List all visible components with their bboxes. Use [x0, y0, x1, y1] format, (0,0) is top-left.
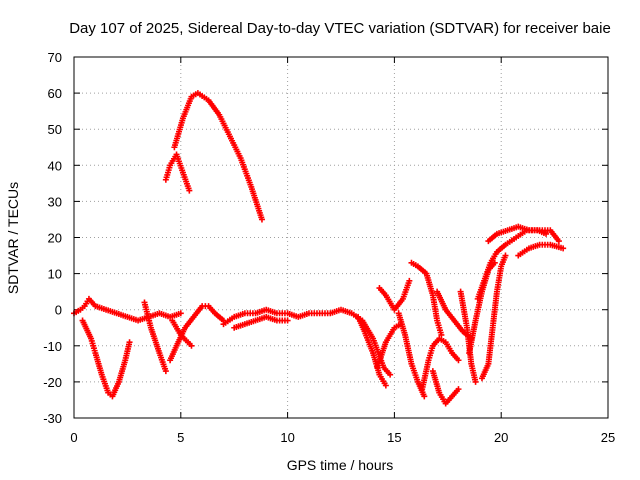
data-point: [188, 342, 195, 349]
data-points: [71, 90, 567, 407]
data-point: [284, 317, 291, 324]
data-point: [406, 277, 413, 284]
data-point: [472, 378, 479, 385]
series-arc-9: [231, 313, 291, 331]
data-point: [502, 252, 509, 259]
series-arc-22: [485, 223, 562, 245]
y-tick-label: -20: [43, 375, 62, 390]
series-arc-23: [515, 241, 567, 259]
y-tick-label: 10: [48, 267, 62, 282]
y-tick-label: 60: [48, 86, 62, 101]
series-arc-20: [478, 252, 509, 382]
data-point: [555, 238, 562, 245]
data-point: [382, 382, 389, 389]
tick-labels: 0 5 10 15 20 25 -30 -20 -10 0 10 20 30 40 50 60 70: [43, 50, 615, 445]
data-point: [162, 368, 169, 375]
x-tick-label: 5: [177, 430, 184, 445]
data-point: [560, 245, 567, 252]
grid: [74, 57, 608, 418]
data-point: [387, 371, 394, 378]
series-arc-14: [408, 259, 445, 338]
x-tick-label: 0: [70, 430, 77, 445]
y-tick-label: 40: [48, 158, 62, 173]
series-arc-12: [376, 277, 413, 313]
y-tick-label: 30: [48, 194, 62, 209]
data-point: [258, 216, 265, 223]
series-arc-16: [429, 368, 462, 407]
data-point: [186, 187, 193, 194]
series-arc-15: [419, 335, 462, 393]
y-tick-label: -10: [43, 339, 62, 354]
y-tick-label: 0: [55, 303, 62, 318]
y-tick-label: 70: [48, 50, 62, 65]
y-tick-label: -30: [43, 411, 62, 426]
series-arc-5: [169, 317, 195, 349]
x-tick-label: 25: [601, 430, 615, 445]
series-arc-7: [171, 90, 265, 223]
series-arc-6: [162, 151, 193, 194]
series-arc-3: [141, 299, 169, 375]
data-point: [177, 310, 184, 317]
series-arc-11: [374, 321, 404, 371]
series-arc-13: [395, 310, 428, 400]
x-tick-label: 20: [494, 430, 508, 445]
series-arc-2: [79, 317, 133, 400]
data-point: [126, 339, 133, 346]
x-axis-label: GPS time / hours: [287, 457, 394, 473]
y-tick-label: 50: [48, 122, 62, 137]
data-point: [455, 357, 462, 364]
data-point: [455, 386, 462, 393]
plot-frame: [73, 56, 609, 419]
x-tick-label: 10: [280, 430, 294, 445]
data-point: [421, 393, 428, 400]
chart-title: Day 107 of 2025, Sidereal Day-to-day VTE…: [69, 20, 611, 37]
y-axis-label: SDTVAR / TECUs: [5, 182, 21, 294]
y-tick-label: 20: [48, 231, 62, 246]
data-point: [543, 230, 550, 237]
series-arc-4: [167, 303, 227, 364]
x-tick-label: 15: [387, 430, 401, 445]
